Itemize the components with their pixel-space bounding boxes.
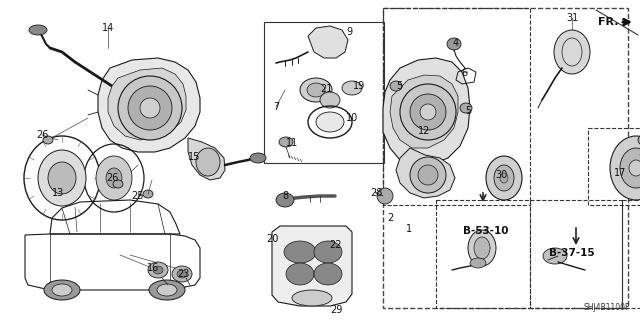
Ellipse shape: [143, 190, 153, 198]
Ellipse shape: [250, 153, 266, 163]
Ellipse shape: [638, 134, 640, 146]
Text: 22: 22: [330, 240, 342, 250]
Ellipse shape: [554, 30, 590, 74]
Ellipse shape: [410, 157, 446, 193]
Ellipse shape: [420, 104, 436, 120]
Text: SHJ4B1100F: SHJ4B1100F: [584, 303, 630, 312]
Text: B-53-10: B-53-10: [463, 226, 509, 236]
Ellipse shape: [494, 165, 514, 191]
Ellipse shape: [279, 137, 293, 147]
Polygon shape: [108, 68, 186, 140]
Ellipse shape: [410, 94, 446, 130]
Polygon shape: [188, 138, 225, 180]
Ellipse shape: [447, 38, 461, 50]
Text: 17: 17: [614, 168, 626, 178]
Ellipse shape: [157, 284, 177, 296]
Ellipse shape: [314, 241, 342, 263]
Text: 25: 25: [132, 191, 144, 201]
Ellipse shape: [140, 98, 160, 118]
Ellipse shape: [314, 263, 342, 285]
Ellipse shape: [106, 168, 122, 188]
Text: 7: 7: [273, 102, 279, 112]
Ellipse shape: [149, 280, 185, 300]
Ellipse shape: [118, 76, 182, 140]
Text: 31: 31: [566, 13, 578, 23]
Text: 20: 20: [266, 234, 278, 244]
Polygon shape: [390, 75, 458, 148]
Ellipse shape: [153, 266, 163, 274]
Ellipse shape: [460, 103, 472, 113]
Text: 5: 5: [465, 106, 471, 116]
Text: 28: 28: [370, 188, 382, 198]
Text: 30: 30: [495, 170, 507, 180]
Text: FR.: FR.: [598, 17, 618, 27]
Ellipse shape: [276, 193, 294, 207]
Polygon shape: [272, 226, 352, 306]
Ellipse shape: [377, 188, 393, 204]
Ellipse shape: [500, 173, 508, 183]
Polygon shape: [396, 148, 455, 198]
Ellipse shape: [316, 112, 344, 132]
Polygon shape: [383, 58, 470, 165]
Text: 16: 16: [147, 263, 159, 273]
Polygon shape: [98, 58, 200, 152]
Text: 12: 12: [418, 126, 430, 136]
Ellipse shape: [486, 156, 522, 200]
Ellipse shape: [172, 266, 192, 282]
Text: 8: 8: [282, 191, 288, 201]
Text: 13: 13: [52, 188, 64, 198]
Text: 2: 2: [387, 213, 393, 223]
Ellipse shape: [48, 162, 76, 194]
Ellipse shape: [474, 237, 490, 259]
Ellipse shape: [196, 148, 220, 176]
Text: 19: 19: [353, 81, 365, 91]
Text: 21: 21: [320, 84, 332, 94]
Polygon shape: [308, 26, 348, 58]
Ellipse shape: [29, 25, 47, 35]
Ellipse shape: [629, 160, 640, 176]
Ellipse shape: [128, 86, 172, 130]
Ellipse shape: [418, 165, 438, 185]
Ellipse shape: [44, 280, 80, 300]
Text: 26: 26: [106, 173, 118, 183]
Text: 9: 9: [346, 27, 352, 37]
Ellipse shape: [43, 136, 53, 144]
Ellipse shape: [307, 83, 325, 97]
Text: 6: 6: [461, 68, 467, 78]
Text: 1: 1: [406, 224, 412, 234]
Ellipse shape: [321, 33, 335, 51]
Text: 15: 15: [188, 152, 200, 162]
Text: 26: 26: [36, 130, 48, 140]
Ellipse shape: [320, 92, 340, 108]
Ellipse shape: [38, 150, 86, 206]
Ellipse shape: [468, 230, 496, 266]
Ellipse shape: [148, 262, 168, 278]
Ellipse shape: [284, 241, 316, 263]
Ellipse shape: [52, 284, 72, 296]
Ellipse shape: [543, 248, 567, 264]
Ellipse shape: [610, 136, 640, 200]
Ellipse shape: [400, 84, 456, 140]
Ellipse shape: [342, 81, 362, 95]
Ellipse shape: [620, 148, 640, 188]
Text: 29: 29: [330, 305, 342, 315]
Text: 4: 4: [453, 38, 459, 48]
Text: 10: 10: [346, 113, 358, 123]
Ellipse shape: [300, 78, 332, 102]
Ellipse shape: [390, 81, 402, 91]
Text: 11: 11: [286, 138, 298, 148]
Text: 23: 23: [177, 269, 189, 279]
Ellipse shape: [113, 180, 123, 188]
Ellipse shape: [292, 290, 332, 306]
Ellipse shape: [470, 258, 486, 268]
Text: 5: 5: [396, 81, 402, 91]
Ellipse shape: [96, 156, 132, 200]
Text: 14: 14: [102, 23, 114, 33]
Text: B-37-15: B-37-15: [549, 248, 595, 258]
Ellipse shape: [286, 263, 314, 285]
Ellipse shape: [177, 270, 187, 278]
